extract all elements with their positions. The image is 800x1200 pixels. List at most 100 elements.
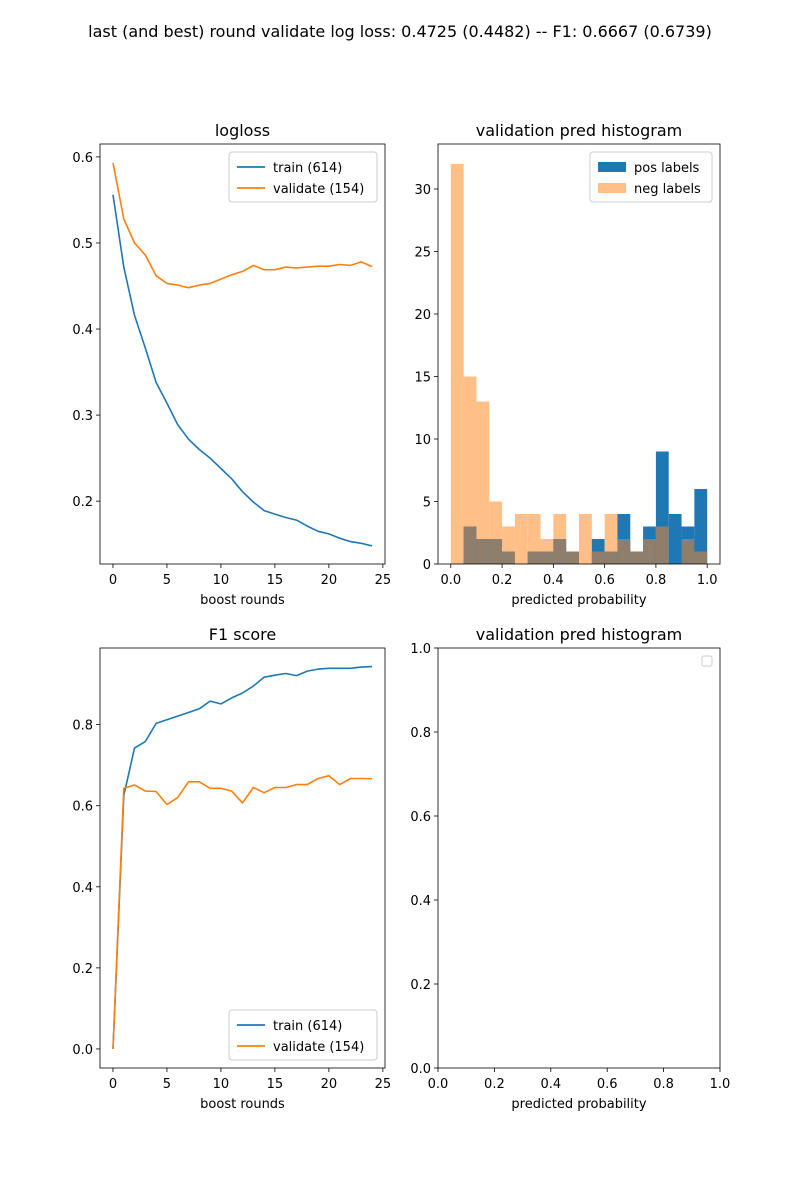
y-tick-label: 25 bbox=[414, 246, 431, 261]
legend-label: validate (154) bbox=[273, 182, 364, 197]
y-tick-label: 0.8 bbox=[72, 719, 93, 734]
axes-frame bbox=[99, 143, 386, 565]
x-tick-label: 0.0 bbox=[440, 573, 461, 588]
series-line-1 bbox=[112, 162, 373, 289]
bar-overlap-11 bbox=[591, 551, 605, 564]
bar-overlap-2 bbox=[476, 539, 490, 564]
legend-box-empty bbox=[701, 655, 713, 667]
y-tick-label: 10 bbox=[414, 433, 431, 448]
bar-neg-6 bbox=[527, 514, 541, 552]
y-tick-label: 0.2 bbox=[72, 495, 93, 510]
bar-neg-0 bbox=[450, 164, 464, 564]
legend-label: train (614) bbox=[273, 1019, 342, 1034]
axes-frame bbox=[99, 647, 386, 1069]
x-axis-label: predicted probability bbox=[511, 593, 646, 608]
y-tick-label: 0.4 bbox=[72, 881, 93, 896]
legend-label: pos labels bbox=[634, 161, 700, 176]
x-tick-label: 25 bbox=[375, 1077, 392, 1092]
legend-box bbox=[228, 1009, 378, 1061]
x-tick-label: 25 bbox=[375, 573, 392, 588]
y-tick-label: 0.6 bbox=[72, 151, 93, 166]
legend-label: train (614) bbox=[273, 161, 342, 176]
y-tick-label: 0 bbox=[423, 558, 431, 573]
x-tick-label: 1.0 bbox=[710, 1077, 731, 1092]
y-tick-label: 0.0 bbox=[410, 1062, 431, 1077]
plot-0 bbox=[96, 143, 386, 568]
bar-neg-1 bbox=[463, 376, 477, 527]
x-tick-label: 10 bbox=[213, 573, 230, 588]
y-tick-label: 0.8 bbox=[410, 726, 431, 741]
x-tick-label: 15 bbox=[267, 1077, 284, 1092]
bar-neg-12 bbox=[604, 514, 618, 552]
bar-overlap-1 bbox=[463, 526, 477, 564]
bar-neg-10 bbox=[579, 514, 592, 564]
y-tick-label: 0.2 bbox=[72, 962, 93, 977]
y-tick-label: 1.0 bbox=[410, 642, 431, 657]
plot-title: logloss bbox=[215, 121, 270, 140]
bar-neg-5 bbox=[514, 514, 528, 564]
bar-overlap-8 bbox=[553, 539, 567, 564]
bar-overlap-4 bbox=[502, 551, 515, 564]
series-line-0 bbox=[112, 194, 373, 547]
bar-pos-17 bbox=[668, 514, 682, 564]
x-tick-label: 0.4 bbox=[543, 573, 564, 588]
x-tick-label: 10 bbox=[213, 1077, 230, 1092]
x-tick-label: 0.0 bbox=[428, 1077, 449, 1092]
bar-overlap-18 bbox=[681, 539, 695, 564]
bar-overlap-12 bbox=[604, 551, 618, 564]
x-tick-label: 0 bbox=[109, 1077, 117, 1092]
bar-overlap-13 bbox=[617, 539, 631, 564]
y-tick-label: 0.0 bbox=[72, 1043, 93, 1058]
plot-3 bbox=[434, 647, 721, 1072]
x-tick-label: 15 bbox=[267, 573, 284, 588]
x-tick-label: 20 bbox=[321, 573, 338, 588]
bar-overlap-16 bbox=[655, 526, 669, 564]
x-tick-label: 1.0 bbox=[697, 573, 718, 588]
legend-swatch-0 bbox=[598, 162, 626, 172]
x-tick-label: 0.2 bbox=[484, 1077, 505, 1092]
x-tick-label: 0.8 bbox=[653, 1077, 674, 1092]
bar-neg-2 bbox=[476, 401, 490, 539]
plot-title: validation pred histogram bbox=[476, 121, 682, 140]
x-tick-label: 0.8 bbox=[646, 573, 667, 588]
x-tick-label: 0.4 bbox=[540, 1077, 561, 1092]
bar-neg-8 bbox=[553, 514, 567, 539]
x-tick-label: 5 bbox=[163, 573, 171, 588]
x-tick-label: 0.6 bbox=[597, 1077, 618, 1092]
y-tick-label: 0.4 bbox=[410, 894, 431, 909]
y-tick-label: 0.3 bbox=[72, 409, 93, 424]
bar-overlap-9 bbox=[566, 551, 579, 564]
legend-label: validate (154) bbox=[273, 1040, 364, 1055]
series-line-1 bbox=[112, 774, 373, 1049]
bar-pos-19 bbox=[694, 489, 708, 564]
y-tick-label: 0.5 bbox=[72, 237, 93, 252]
x-tick-label: 5 bbox=[163, 1077, 171, 1092]
x-axis-label: predicted probability bbox=[511, 1097, 646, 1112]
bar-overlap-6 bbox=[527, 551, 541, 564]
x-tick-label: 20 bbox=[321, 1077, 338, 1092]
plot-1 bbox=[434, 143, 721, 568]
x-tick-label: 0.2 bbox=[492, 573, 513, 588]
plot-2 bbox=[96, 647, 386, 1072]
legend-label: neg labels bbox=[634, 182, 701, 197]
bar-overlap-7 bbox=[540, 551, 554, 564]
legend-box bbox=[228, 151, 378, 203]
y-tick-label: 0.6 bbox=[410, 810, 431, 825]
bar-neg-7 bbox=[540, 539, 554, 552]
x-axis-label: boost rounds bbox=[200, 1097, 285, 1112]
bar-overlap-15 bbox=[643, 539, 656, 564]
y-tick-label: 15 bbox=[414, 371, 431, 386]
y-tick-label: 0.2 bbox=[410, 978, 431, 993]
legend-swatch-1 bbox=[598, 183, 626, 193]
axes-frame bbox=[437, 143, 721, 565]
axes-frame bbox=[437, 647, 721, 1069]
x-axis-label: boost rounds bbox=[200, 593, 285, 608]
figure-title: last (and best) round validate log loss:… bbox=[88, 22, 712, 41]
bar-overlap-14 bbox=[630, 551, 644, 564]
bar-neg-4 bbox=[502, 526, 515, 552]
y-tick-label: 0.4 bbox=[72, 323, 93, 338]
y-tick-label: 0.6 bbox=[72, 800, 93, 815]
bar-overlap-3 bbox=[489, 539, 503, 564]
y-tick-label: 20 bbox=[414, 308, 431, 323]
